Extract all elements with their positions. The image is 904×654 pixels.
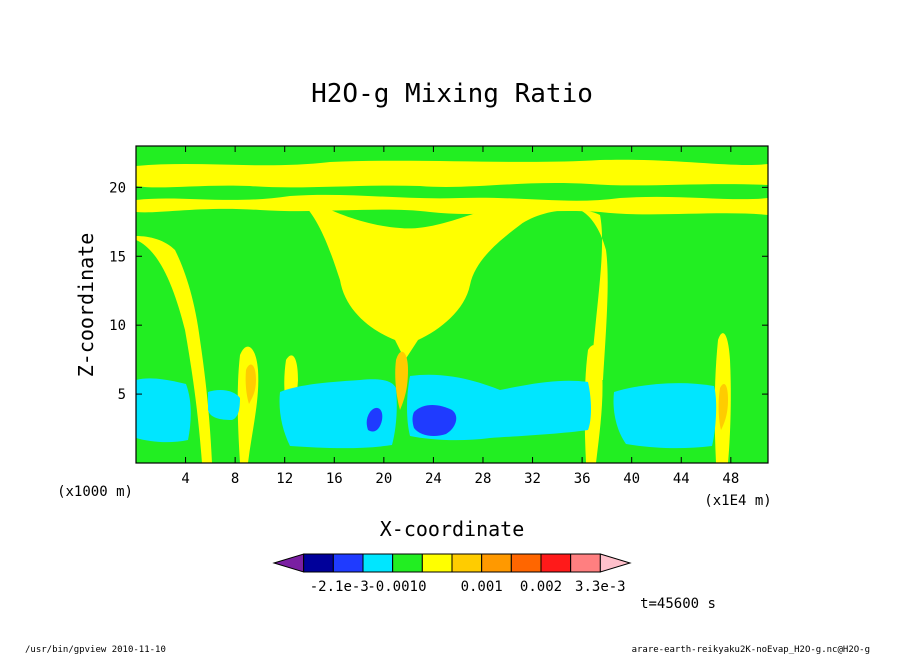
- plot-frame: [135, 145, 769, 464]
- x-unit-right: (x1E4 m): [704, 493, 771, 509]
- colorbar-swatch: [570, 553, 601, 573]
- colorbar-label: 0: [418, 579, 426, 595]
- y-tick-label: 10: [109, 318, 126, 334]
- low-cyan-layer-5: [613, 383, 717, 449]
- colorbar-swatch: [481, 553, 512, 573]
- blue-core-20: [366, 407, 383, 432]
- colorbar-swatch: [272, 553, 305, 573]
- colorbar-label: 3.3e-3: [575, 579, 626, 595]
- plot-area: [135, 145, 769, 464]
- blue-core-24: [412, 405, 457, 436]
- x-axis-label: X-coordinate: [380, 517, 525, 541]
- x-tick-label: 12: [276, 471, 293, 487]
- low-cyan-layer: [136, 378, 191, 443]
- warm-core-9: [245, 364, 256, 404]
- x-tick-label: 24: [425, 471, 442, 487]
- colorbar-swatch: [599, 553, 632, 573]
- y-axis: 5 10 15 20: [109, 180, 768, 403]
- colorbar-swatch: [332, 553, 364, 573]
- warm-core-21: [395, 351, 408, 410]
- left-column: [136, 236, 212, 463]
- x-unit-left: (x1000 m): [57, 484, 133, 500]
- x-tick-label: 36: [574, 471, 591, 487]
- colorbar-swatch: [540, 553, 572, 573]
- low-cyan-layer-3: [279, 379, 397, 449]
- time-label: t=45600 s: [640, 596, 716, 612]
- colorbar-label: -0.001: [367, 579, 418, 595]
- colorbar-swatch: [303, 553, 334, 573]
- x-tick-label: 44: [673, 471, 690, 487]
- colorbar-label: 0.002: [520, 579, 562, 595]
- y-axis-label: Z-coordinate: [74, 233, 98, 378]
- central-plume: [300, 200, 608, 380]
- x-tick-label: 32: [524, 471, 541, 487]
- x-tick-label: 40: [623, 471, 640, 487]
- y-tick-label: 20: [109, 180, 126, 196]
- upper-yellow-band: [136, 159, 768, 188]
- colorbar-swatch: [510, 553, 542, 573]
- x-tick-label: 16: [326, 471, 343, 487]
- y-tick-label: 5: [118, 387, 126, 403]
- column-36: [584, 345, 603, 463]
- x-tick-label: 28: [475, 471, 492, 487]
- colorbar-swatch: [392, 553, 423, 573]
- footer-left: /usr/bin/gpview 2010-11-10: [25, 645, 166, 654]
- y-tick-label: 15: [109, 249, 126, 265]
- x-axis: 4 8 12 16 20 24 28 32 36 40 44 48: [181, 146, 739, 487]
- colorbar-label: 0.001: [461, 579, 503, 595]
- colorbar-swatch: [451, 553, 483, 573]
- warm-core-48: [718, 384, 728, 430]
- colorbar-label: -2.1e-3: [310, 579, 369, 595]
- low-cyan-layer-2: [208, 390, 240, 420]
- colorbar-swatch: [362, 553, 394, 573]
- x-tick-label: 20: [375, 471, 392, 487]
- footer-right: arare-earth-reikyaku2K-noEvap_H2O-g.nc@H…: [632, 645, 870, 654]
- colorbar: -2.1e-3-0.001 0 0.001 0.002 3.3e-3: [272, 553, 632, 595]
- colorbar-swatch: [421, 553, 453, 573]
- chart-title: H2O-g Mixing Ratio: [311, 79, 593, 109]
- x-tick-label: 8: [231, 471, 239, 487]
- upper-yellow-band-2: [136, 194, 768, 215]
- x-tick-label: 4: [181, 471, 189, 487]
- x-tick-label: 48: [722, 471, 739, 487]
